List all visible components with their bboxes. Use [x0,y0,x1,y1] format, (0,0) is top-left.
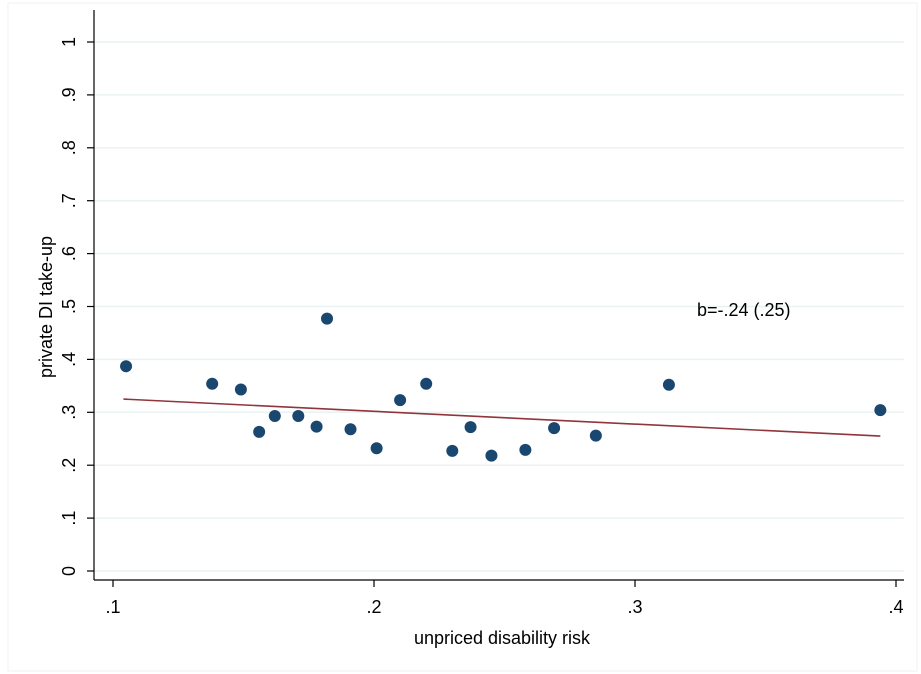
data-point [120,360,133,373]
data-point [253,425,266,438]
data-point [344,423,357,436]
data-point [206,377,219,390]
gridlines [94,41,904,572]
y-tick-label: .8 [59,140,79,155]
x-tick-label: .3 [627,597,642,617]
data-point [310,420,323,433]
y-tick-label: .3 [59,405,79,420]
x-tick-label: .1 [105,597,120,617]
y-tick-label: .7 [59,193,79,208]
x-tick-label: .2 [366,597,381,617]
outer-frame [7,2,918,672]
axes: 0 .1 .2 .3 .4 .5 .6 .7 .8 .9 1 .1 .2 .3 .4 [59,10,904,617]
y-tick-label: .2 [59,458,79,473]
data-point [292,410,305,423]
fit-line-group [123,398,881,437]
data-points [120,312,887,462]
x-axis-title: unpriced disability risk [414,628,591,648]
data-point [394,394,407,407]
data-point [446,444,459,457]
data-point [548,422,561,435]
data-point [321,312,334,325]
data-point [874,404,887,417]
y-tick-label: .1 [59,511,79,526]
y-tick-label: .6 [59,246,79,261]
y-tick-label: .5 [59,299,79,314]
data-point [234,383,247,396]
data-point [519,443,532,456]
data-point [485,449,498,462]
y-tick-label: .9 [59,87,79,102]
y-tick-label: 0 [59,566,79,576]
data-point [370,442,383,455]
data-point [464,421,477,434]
data-point [662,378,675,391]
data-point [420,377,433,390]
y-tick-label: 1 [59,37,79,47]
data-point [589,429,602,442]
slope-annotation: b=-.24 (.25) [697,300,791,320]
fit-line [123,398,881,437]
data-point [268,410,281,423]
y-axis-title: private DI take-up [36,236,56,378]
y-tick-label: .4 [59,352,79,367]
x-tick-label: .4 [888,597,903,617]
